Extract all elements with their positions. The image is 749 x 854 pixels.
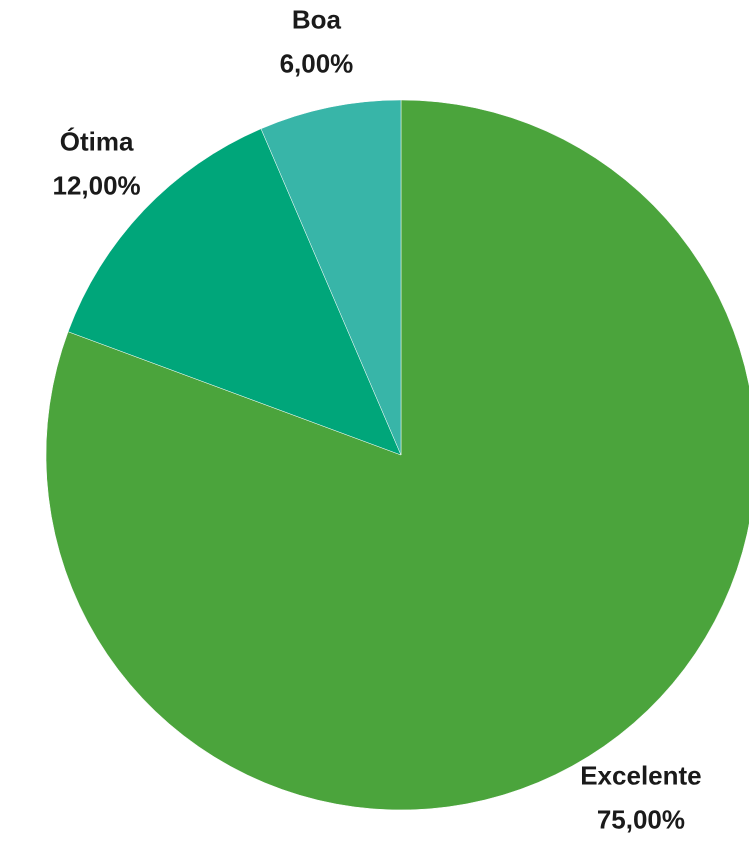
slice-value-label: 6,00% xyxy=(280,48,354,78)
slice-value-label: 75,00% xyxy=(597,805,685,835)
pie-slice xyxy=(67,128,402,456)
slice-label: Ótima xyxy=(60,127,134,157)
pie-slice xyxy=(45,99,749,811)
slice-value-label: 12,00% xyxy=(52,171,140,201)
pie-slice xyxy=(260,99,402,456)
slice-label: Excelente xyxy=(580,761,701,791)
slice-label: Boa xyxy=(292,4,342,34)
